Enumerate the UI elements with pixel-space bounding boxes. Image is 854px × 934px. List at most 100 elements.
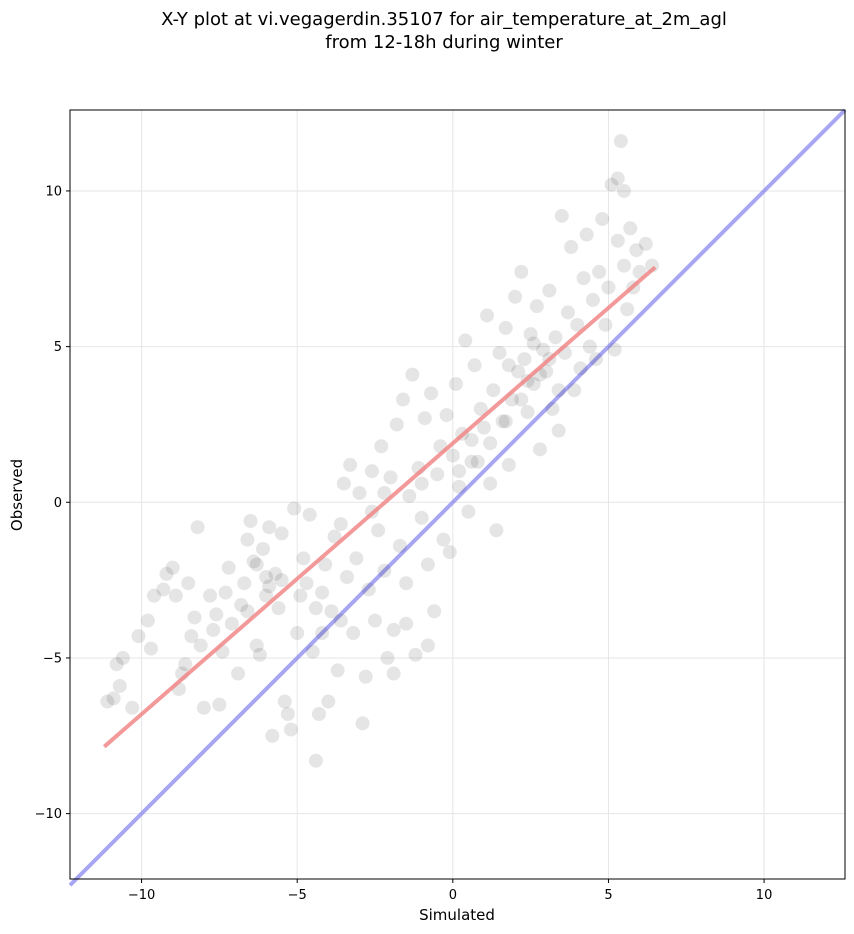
data-point [389,417,404,432]
data-point [623,221,638,236]
data-point [100,694,115,709]
data-point [536,342,551,357]
data-point [184,629,199,644]
data-point [196,700,211,715]
data-point [343,457,358,472]
data-point [315,585,330,600]
data-point [542,283,557,298]
data-point [495,414,510,429]
data-point [420,557,435,572]
data-point [255,541,270,556]
data-point [221,560,236,575]
data-point [293,588,308,603]
data-point [187,610,202,625]
data-point [203,588,218,603]
data-point [308,753,323,768]
data-point [259,570,274,585]
data-point [452,479,467,494]
data-point [190,520,205,535]
data-point [501,358,516,373]
data-point [327,529,342,544]
data-point [178,657,193,672]
chart-title-line2: from 12-18h during winter [325,32,563,53]
data-point [106,691,121,706]
data-point [523,327,538,342]
data-points [100,134,660,768]
data-point [368,613,383,628]
data-point [473,401,488,416]
data-point [576,271,591,286]
data-point [402,489,417,504]
data-point [206,622,221,637]
data-point [277,694,292,709]
data-point [374,439,389,454]
data-point [168,588,183,603]
data-point [492,345,507,360]
data-point [234,598,249,613]
data-point [361,582,376,597]
data-point [296,551,311,566]
data-point [498,414,513,429]
data-point [501,457,516,472]
data-point [156,582,171,597]
data-point [458,333,473,348]
data-point [324,604,339,619]
data-point [582,339,597,354]
data-point [560,305,575,320]
data-point [417,411,432,426]
data-point [610,233,625,248]
y-tick-label: 0 [54,496,62,511]
data-point [140,613,155,628]
data-point [346,626,361,641]
data-point [249,557,264,572]
data-point [259,588,274,603]
data-point [399,616,414,631]
data-point [287,501,302,516]
data-point [318,557,333,572]
data-point [349,551,364,566]
y-axis-ticks: −10 −5 0 5 10 [35,184,70,822]
data-point [508,289,523,304]
grid-lines [70,110,845,879]
data-point [371,523,386,538]
chart-title-line1: X-Y plot at vi.vegagerdin.35107 for air_… [161,9,727,30]
data-point [498,320,513,335]
data-point [283,722,298,737]
data-point [262,520,277,535]
data-point [302,507,317,522]
data-point [165,560,180,575]
data-point [159,566,174,581]
data-point [414,476,429,491]
data-point [315,626,330,641]
data-point [598,317,613,332]
data-point [311,706,326,721]
data-point [514,392,529,407]
data-point [532,442,547,457]
x-tick-label: 0 [449,888,457,903]
fit-line-group [102,265,657,749]
data-point [511,364,526,379]
data-point [436,532,451,547]
data-point [427,604,442,619]
data-point [430,467,445,482]
data-point [377,563,392,578]
data-point [570,317,585,332]
data-point [209,607,224,622]
data-point [305,644,320,659]
data-point [452,464,467,479]
x-tick-label: −5 [288,888,307,903]
data-point [445,448,460,463]
data-point [262,579,277,594]
data-point [212,697,227,712]
data-point [617,258,632,273]
data-point [601,280,616,295]
data-point [520,404,535,419]
data-point [268,566,283,581]
data-point [514,264,529,279]
data-point [607,342,622,357]
identity-line-group [68,108,847,887]
data-point [489,523,504,538]
data-point [617,183,632,198]
data-point [237,576,252,591]
